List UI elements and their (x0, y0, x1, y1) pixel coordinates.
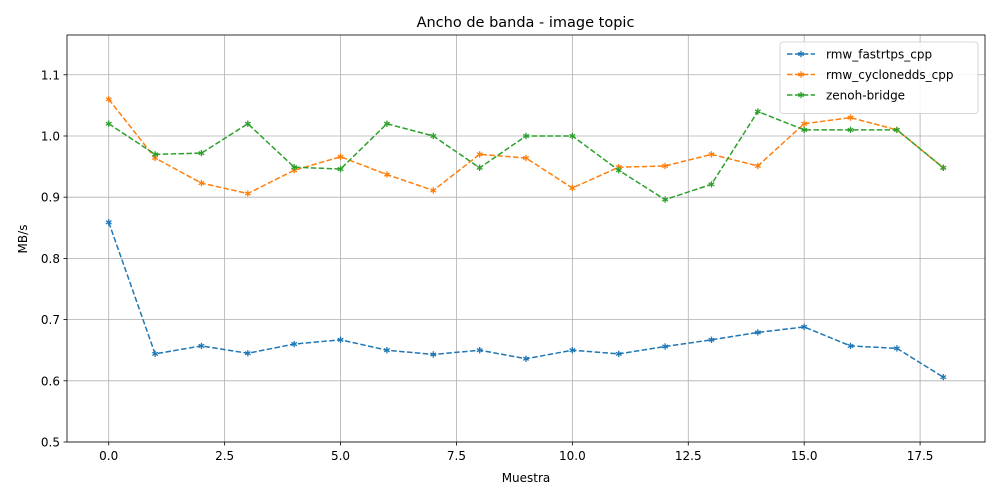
x-tick-label: 2.5 (215, 449, 234, 463)
data-point (291, 163, 298, 171)
data-point (151, 350, 159, 358)
x-tick-label: 7.5 (447, 449, 466, 463)
data-point (708, 336, 715, 343)
data-point (383, 120, 391, 127)
legend-label: rmw_fastrtps_cpp (826, 48, 932, 62)
x-tick-label: 5.0 (331, 449, 350, 463)
data-point (522, 355, 530, 362)
x-tick-label: 0.0 (99, 449, 118, 463)
data-point (522, 132, 530, 140)
data-point (893, 126, 901, 134)
data-point (151, 151, 159, 158)
data-point (801, 323, 808, 331)
data-point (754, 329, 761, 336)
data-point (801, 126, 808, 134)
data-point (940, 164, 947, 172)
data-point (337, 336, 344, 343)
series-rmw_fastrtps_cpp (105, 219, 947, 381)
plot-area-frame (66, 34, 986, 443)
plot-series (105, 96, 947, 381)
data-point (661, 343, 669, 350)
data-point (105, 120, 112, 127)
data-point (244, 120, 251, 127)
data-point (476, 164, 483, 172)
data-point (847, 114, 854, 121)
data-point (476, 346, 483, 354)
y-tick-label: 0.7 (41, 313, 60, 327)
data-point (893, 345, 901, 352)
chart-title: Ancho de banda - image topic (417, 15, 635, 31)
legend-box (779, 41, 979, 114)
data-point (847, 342, 854, 350)
data-point (615, 350, 622, 358)
legend-label: rmw_cyclonedds_cpp (826, 68, 954, 82)
data-point (476, 151, 483, 158)
y-tick-label: 1.1 (41, 68, 60, 82)
data-point (198, 179, 205, 187)
x-axis-ticks: 0.0 2.5 5.0 7.5 10.0 12.5 15.0 17.5 (99, 442, 933, 463)
y-tick-label: 0.6 (41, 374, 60, 388)
y-tick-label: 0.5 (41, 436, 60, 450)
legend: rmw_fastrtps_cpp rmw_cyclonedds_cpp zenoh-… (779, 41, 979, 114)
data-point (383, 171, 391, 178)
data-point (337, 165, 344, 173)
y-tick-label: 0.9 (41, 191, 60, 205)
data-point (569, 184, 576, 192)
x-tick-label: 17.5 (907, 449, 934, 463)
data-point (522, 154, 530, 162)
x-tick-label: 10.0 (559, 449, 586, 463)
data-point (105, 219, 112, 226)
legend-swatch-marker (797, 71, 805, 78)
data-point (615, 167, 622, 174)
data-point (244, 350, 251, 357)
data-point (754, 108, 761, 115)
data-point (198, 342, 205, 350)
data-point (801, 120, 808, 127)
legend-swatch-marker (797, 50, 805, 58)
data-point (847, 126, 854, 134)
data-point (198, 149, 205, 157)
data-point (430, 187, 437, 194)
data-point (383, 346, 391, 354)
data-point (940, 373, 947, 381)
data-point (661, 162, 669, 170)
data-point (754, 162, 761, 170)
y-tick-label: 0.8 (41, 252, 60, 266)
y-tick-label: 1.0 (41, 129, 60, 143)
y-axis-title: MB/s (16, 225, 30, 254)
data-point (569, 132, 576, 140)
data-point (430, 351, 437, 358)
series-zenoh-bridge (105, 108, 947, 203)
x-tick-label: 15.0 (791, 449, 818, 463)
data-point (244, 190, 251, 197)
data-point (569, 346, 576, 354)
y-axis-ticks: 0.5 0.6 0.7 0.8 0.9 1.0 1.1 (41, 68, 67, 450)
data-point (105, 96, 112, 103)
data-point (661, 196, 669, 203)
data-point (430, 132, 437, 140)
legend-label: zenoh-bridge (826, 89, 905, 103)
x-axis-title: Muestra (502, 471, 551, 485)
x-tick-label: 12.5 (675, 449, 702, 463)
data-point (708, 181, 715, 188)
data-point (337, 153, 344, 160)
data-point (708, 151, 715, 158)
legend-swatch-marker (797, 91, 805, 99)
data-point (291, 340, 298, 348)
